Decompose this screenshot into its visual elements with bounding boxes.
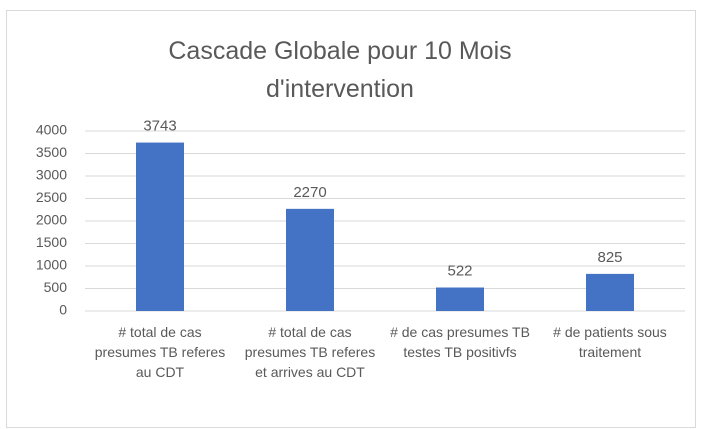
- bar: [586, 273, 634, 311]
- x-tick-label: # total de cas presumes TB referes et ar…: [244, 324, 376, 380]
- y-tick-label: 1000: [36, 257, 67, 273]
- bar: [136, 142, 184, 311]
- y-tick-label: 1500: [36, 234, 67, 250]
- data-label: 825: [597, 249, 622, 266]
- y-tick-label: 500: [44, 279, 68, 295]
- data-label: 3743: [143, 118, 176, 135]
- data-label: 2270: [293, 184, 326, 201]
- y-tick-label: 4000: [36, 122, 67, 138]
- y-tick-label: 3500: [36, 144, 67, 160]
- x-tick-label: # de patients sous traitement: [553, 324, 667, 360]
- data-label: 522: [447, 262, 472, 279]
- y-tick-label: 0: [59, 302, 67, 318]
- x-tick-label: # de cas presumes TB testes TB positivfs: [390, 324, 530, 360]
- bar: [436, 287, 484, 311]
- y-tick-label: 2000: [36, 212, 67, 228]
- chart-title: Cascade Globale pour 10 Mois d'intervent…: [168, 37, 512, 103]
- y-tick-label: 2500: [36, 189, 67, 205]
- bar: [286, 208, 334, 311]
- y-tick-label: 3000: [36, 167, 67, 183]
- x-tick-label: # total de cas presumes TB referes au CD…: [94, 324, 226, 380]
- chart-border: [6, 10, 696, 428]
